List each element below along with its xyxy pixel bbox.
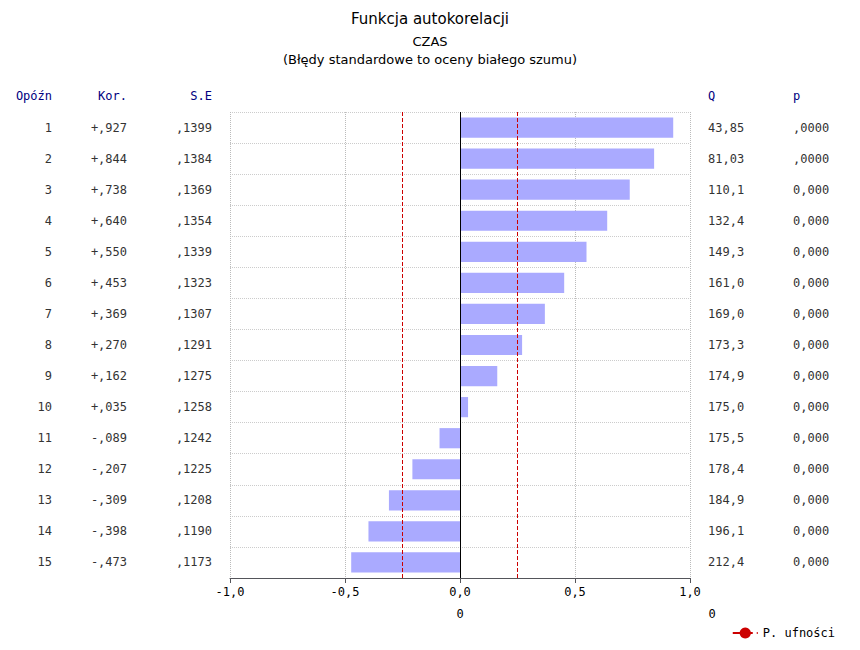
svg-text:-1,0: -1,0 bbox=[216, 585, 245, 599]
svg-text:-,398: -,398 bbox=[91, 524, 127, 538]
svg-text:,1369: ,1369 bbox=[176, 183, 212, 197]
svg-text:,1323: ,1323 bbox=[176, 276, 212, 290]
svg-text:Q: Q bbox=[708, 89, 715, 103]
svg-text:212,4: 212,4 bbox=[708, 555, 744, 569]
svg-text:1: 1 bbox=[45, 121, 52, 135]
svg-text:+,162: +,162 bbox=[91, 369, 127, 383]
svg-text:10: 10 bbox=[38, 400, 52, 414]
svg-text:0,000: 0,000 bbox=[793, 214, 829, 228]
svg-text:14: 14 bbox=[38, 524, 52, 538]
svg-text:+,035: +,035 bbox=[91, 400, 127, 414]
svg-text:,1225: ,1225 bbox=[176, 462, 212, 476]
svg-text:0,0: 0,0 bbox=[449, 585, 471, 599]
svg-text:Funkcja autokorelacji: Funkcja autokorelacji bbox=[351, 10, 509, 28]
svg-text:169,0: 169,0 bbox=[708, 307, 744, 321]
svg-text:0,000: 0,000 bbox=[793, 307, 829, 321]
svg-text:-,309: -,309 bbox=[91, 493, 127, 507]
svg-text:,1399: ,1399 bbox=[176, 121, 212, 135]
svg-text:,1354: ,1354 bbox=[176, 214, 212, 228]
svg-text:+,640: +,640 bbox=[91, 214, 127, 228]
svg-text:0,000: 0,000 bbox=[793, 276, 829, 290]
svg-text:178,4: 178,4 bbox=[708, 462, 744, 476]
svg-text:-,207: -,207 bbox=[91, 462, 127, 476]
svg-text:,1275: ,1275 bbox=[176, 369, 212, 383]
svg-text:2: 2 bbox=[45, 152, 52, 166]
svg-text:0: 0 bbox=[456, 607, 463, 621]
svg-text:174,9: 174,9 bbox=[708, 369, 744, 383]
svg-text:184,9: 184,9 bbox=[708, 493, 744, 507]
svg-text:173,3: 173,3 bbox=[708, 338, 744, 352]
svg-text:0,000: 0,000 bbox=[793, 462, 829, 476]
svg-text:-,089: -,089 bbox=[91, 431, 127, 445]
svg-text:(Błędy standardowe to oceny bi: (Błędy standardowe to oceny białego szum… bbox=[283, 52, 577, 67]
svg-text:8: 8 bbox=[45, 338, 52, 352]
svg-text:0,000: 0,000 bbox=[793, 493, 829, 507]
svg-text:12: 12 bbox=[38, 462, 52, 476]
svg-text:+,369: +,369 bbox=[91, 307, 127, 321]
svg-text:Kor.: Kor. bbox=[98, 89, 127, 103]
svg-text:+,927: +,927 bbox=[91, 121, 127, 135]
svg-text:175,5: 175,5 bbox=[708, 431, 744, 445]
svg-text:CZAS: CZAS bbox=[412, 34, 447, 49]
svg-text:,1384: ,1384 bbox=[176, 152, 212, 166]
svg-text:3: 3 bbox=[45, 183, 52, 197]
svg-text:132,4: 132,4 bbox=[708, 214, 744, 228]
svg-text:81,03: 81,03 bbox=[708, 152, 744, 166]
svg-text:0,5: 0,5 bbox=[564, 585, 586, 599]
svg-text:+,453: +,453 bbox=[91, 276, 127, 290]
svg-text:,1208: ,1208 bbox=[176, 493, 212, 507]
svg-text:,0000: ,0000 bbox=[793, 121, 829, 135]
svg-text:0,000: 0,000 bbox=[793, 555, 829, 569]
svg-text:5: 5 bbox=[45, 245, 52, 259]
svg-text:0,000: 0,000 bbox=[793, 431, 829, 445]
svg-text:,1242: ,1242 bbox=[176, 431, 212, 445]
svg-text:13: 13 bbox=[38, 493, 52, 507]
svg-text:6: 6 bbox=[45, 276, 52, 290]
svg-text:15: 15 bbox=[38, 555, 52, 569]
svg-text:0,000: 0,000 bbox=[793, 524, 829, 538]
svg-text:S.E: S.E bbox=[190, 89, 212, 103]
svg-text:+,550: +,550 bbox=[91, 245, 127, 259]
svg-text:,1173: ,1173 bbox=[176, 555, 212, 569]
svg-text:,1291: ,1291 bbox=[176, 338, 212, 352]
svg-text:4: 4 bbox=[45, 214, 52, 228]
svg-text:-,473: -,473 bbox=[91, 555, 127, 569]
svg-text:0,000: 0,000 bbox=[793, 183, 829, 197]
svg-text:,1190: ,1190 bbox=[176, 524, 212, 538]
svg-text:,1258: ,1258 bbox=[176, 400, 212, 414]
svg-text:0,000: 0,000 bbox=[793, 400, 829, 414]
svg-text:110,1: 110,1 bbox=[708, 183, 744, 197]
svg-text:+,738: +,738 bbox=[91, 183, 127, 197]
svg-text:+,844: +,844 bbox=[91, 152, 127, 166]
svg-text:0: 0 bbox=[708, 607, 715, 621]
svg-text:0,000: 0,000 bbox=[793, 338, 829, 352]
svg-text:,1307: ,1307 bbox=[176, 307, 212, 321]
svg-text:11: 11 bbox=[38, 431, 52, 445]
svg-text:0,000: 0,000 bbox=[793, 369, 829, 383]
svg-text:43,85: 43,85 bbox=[708, 121, 744, 135]
svg-text:196,1: 196,1 bbox=[708, 524, 744, 538]
svg-text:-0,5: -0,5 bbox=[331, 585, 360, 599]
svg-text:9: 9 bbox=[45, 369, 52, 383]
svg-text:p: p bbox=[793, 89, 800, 103]
svg-text:149,3: 149,3 bbox=[708, 245, 744, 259]
svg-text:P. ufności: P. ufności bbox=[763, 626, 835, 640]
svg-text:175,0: 175,0 bbox=[708, 400, 744, 414]
svg-text:1,0: 1,0 bbox=[679, 585, 701, 599]
svg-text:Opóźn: Opóźn bbox=[16, 89, 52, 103]
svg-text:+,270: +,270 bbox=[91, 338, 127, 352]
svg-text:0,000: 0,000 bbox=[793, 245, 829, 259]
svg-text:,0000: ,0000 bbox=[793, 152, 829, 166]
svg-text:161,0: 161,0 bbox=[708, 276, 744, 290]
svg-text:7: 7 bbox=[45, 307, 52, 321]
svg-text:,1339: ,1339 bbox=[176, 245, 212, 259]
